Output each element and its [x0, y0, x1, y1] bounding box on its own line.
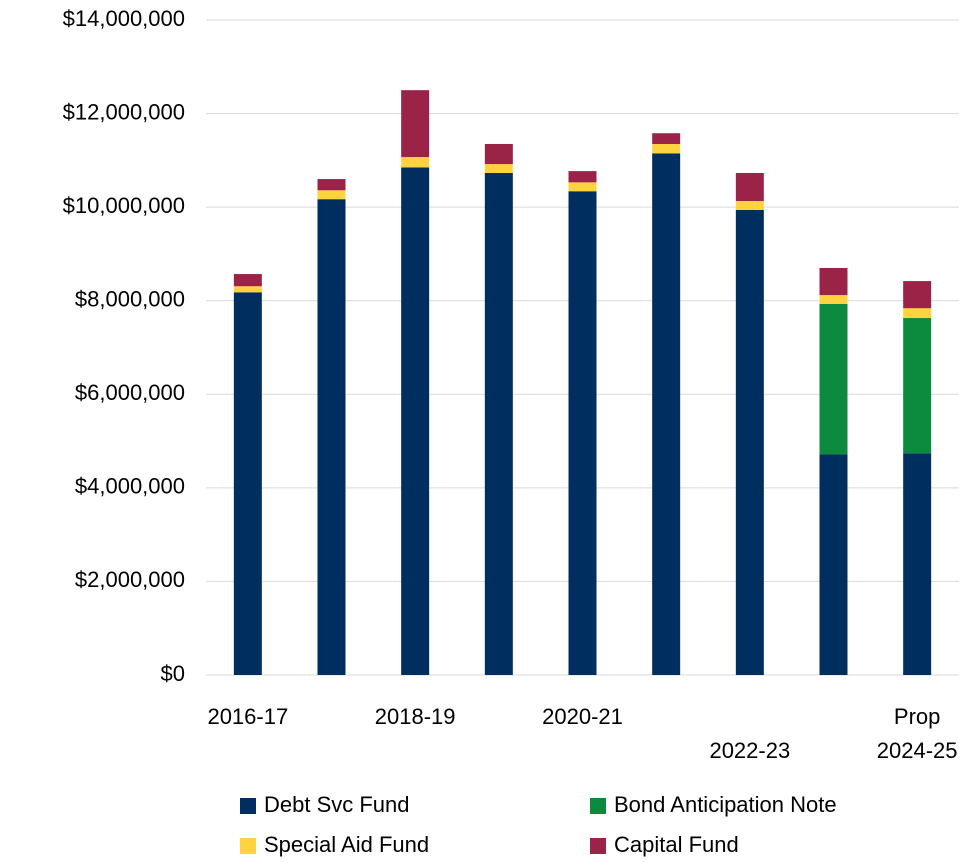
bar-segment	[401, 90, 430, 158]
legend-swatch	[240, 798, 256, 814]
x-tick-label: Prop 2024-25	[877, 704, 958, 763]
y-tick-label: $8,000,000	[75, 287, 185, 312]
bar-segment	[568, 191, 597, 675]
legend-label: Bond Anticipation Note	[614, 792, 837, 817]
legend-swatch	[590, 838, 606, 854]
bar-segment	[903, 281, 932, 309]
bar-segment	[568, 171, 597, 183]
bar-segment	[568, 182, 597, 192]
x-tick-label: 2020-21	[542, 704, 623, 729]
bar-segment	[484, 143, 513, 165]
bar-segment	[484, 164, 513, 173]
bar-segment	[652, 153, 681, 675]
bar-segment	[233, 286, 262, 293]
bar-segment	[819, 303, 848, 455]
y-tick-label: $14,000,000	[63, 6, 185, 31]
y-tick-label: $4,000,000	[75, 474, 185, 499]
legend-label: Capital Fund	[614, 832, 739, 857]
y-tick-label: $6,000,000	[75, 380, 185, 405]
bar-segment	[233, 274, 262, 287]
bar-segment	[317, 179, 346, 191]
y-tick-label: $0	[161, 661, 185, 686]
legend-label: Special Aid Fund	[264, 832, 429, 857]
bar-segment	[819, 267, 848, 296]
bar-segment	[819, 295, 848, 304]
x-tick-label: 2016-17	[207, 704, 288, 729]
bar-segment	[233, 292, 262, 675]
bar-segment	[903, 453, 932, 675]
bar-segment	[401, 167, 430, 675]
bar-segment	[652, 133, 681, 144]
bar-segment	[317, 199, 346, 676]
bar-segment	[735, 172, 764, 202]
bar-segment	[484, 172, 513, 675]
bar-segment	[652, 143, 681, 154]
bar-segment	[735, 209, 764, 675]
y-tick-label: $2,000,000	[75, 567, 185, 592]
x-tick-label: 2018-19	[375, 704, 456, 729]
bar-segment	[735, 201, 764, 210]
y-tick-label: $12,000,000	[63, 99, 185, 124]
bar-segment	[819, 454, 848, 675]
y-tick-label: $10,000,000	[63, 193, 185, 218]
bar-segment	[903, 318, 932, 454]
bar-segment	[903, 308, 932, 319]
bar-segment	[401, 157, 430, 168]
x-tick-label: 2022-23	[709, 738, 790, 763]
legend-swatch	[590, 798, 606, 814]
legend-label: Debt Svc Fund	[264, 792, 410, 817]
bar-segment	[317, 190, 346, 200]
legend-swatch	[240, 838, 256, 854]
